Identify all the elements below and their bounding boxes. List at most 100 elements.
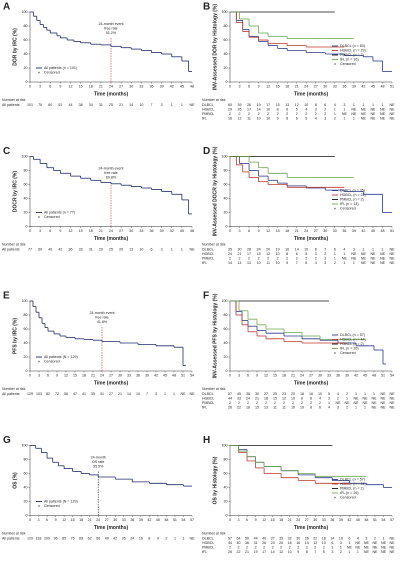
risk-count: 36 bbox=[69, 247, 73, 251]
risk-count: 3 bbox=[315, 107, 317, 111]
x-tick-label: 12 bbox=[266, 229, 270, 233]
x-tick-label: 51 bbox=[381, 373, 385, 377]
legend-label: All patients (N = 129) bbox=[44, 355, 78, 359]
risk-count: 42 bbox=[113, 536, 117, 540]
risk-count: 2 bbox=[238, 401, 240, 405]
y-tick-label: 0 bbox=[226, 224, 228, 228]
panel: F INV-Assessed PFS by Histology (%) Time (… bbox=[202, 291, 395, 410]
risk-count: 1 bbox=[346, 396, 348, 400]
y-axis-label: INV-Assessed DOCR by Histology (%) bbox=[212, 146, 218, 236]
risk-count: 2 bbox=[324, 112, 326, 116]
y-axis-label: INV-Assessed DOR by Histology (%) bbox=[212, 4, 218, 90]
y-tick-label: 60 bbox=[224, 38, 228, 42]
risk-count: 2 bbox=[374, 536, 376, 540]
y-tick-label: 60 bbox=[24, 471, 28, 475]
risk-count: 2 bbox=[258, 112, 260, 116]
x-tick-label: 24 bbox=[304, 84, 308, 88]
risk-count: 16 bbox=[309, 392, 313, 396]
risk-count: 10 bbox=[339, 536, 343, 540]
x-tick-label: 0 bbox=[29, 84, 31, 88]
y-tick-label: 0 bbox=[26, 224, 28, 228]
x-tick-label: 9 bbox=[56, 373, 58, 377]
risk-row-label: HGBCL bbox=[202, 252, 214, 256]
risk-count: 7 bbox=[314, 550, 316, 554]
risk-count: 4 bbox=[334, 103, 336, 107]
risk-count: 25 bbox=[109, 103, 113, 107]
x-tick-label: 15 bbox=[271, 518, 275, 522]
risk-count: NE bbox=[381, 550, 387, 554]
risk-count: 7 bbox=[296, 261, 298, 265]
risk-count: NE bbox=[390, 392, 396, 396]
risk-count: 24 bbox=[257, 247, 261, 251]
risk-count: 8 bbox=[315, 247, 317, 251]
x-tick-label: 3 bbox=[39, 84, 41, 88]
risk-count: 1 bbox=[181, 103, 183, 107]
risk-count: 19 bbox=[276, 247, 280, 251]
risk-row-label: PMBCL bbox=[202, 256, 214, 260]
risk-count: 10 bbox=[276, 252, 280, 256]
risk-count: NE bbox=[351, 256, 357, 260]
x-tick-label: 42 bbox=[354, 373, 358, 377]
risk-count: 1 bbox=[343, 261, 345, 265]
x-tick-label: 36 bbox=[136, 373, 140, 377]
risk-count: 10 bbox=[266, 107, 270, 111]
risk-row-label: DLBCL bbox=[202, 247, 214, 251]
risk-count: 23 bbox=[271, 541, 275, 545]
risk-count: 1 bbox=[174, 536, 176, 540]
risk-count: 1 bbox=[364, 405, 366, 409]
risk-count: 3 bbox=[343, 103, 345, 107]
x-tick-label: 18 bbox=[89, 84, 93, 88]
x-tick-label: 48 bbox=[190, 229, 194, 233]
x-tick-label: 54 bbox=[390, 373, 394, 377]
y-tick-label: 100 bbox=[22, 443, 28, 447]
risk-count: NE bbox=[390, 116, 396, 120]
x-tick-label: 27 bbox=[109, 373, 113, 377]
risk-count: NE bbox=[361, 252, 367, 256]
risk-count: 13 bbox=[129, 247, 133, 251]
x-tick-label: 6 bbox=[47, 373, 49, 377]
x-tick-label: 21 bbox=[99, 84, 103, 88]
y-tick-label: 0 bbox=[226, 369, 228, 373]
risk-count: 2 bbox=[306, 545, 308, 549]
risk-count: 44 bbox=[228, 541, 232, 545]
risk-count: 44 bbox=[228, 396, 232, 400]
risk-count: 15 bbox=[255, 405, 259, 409]
y-tick-label: 80 bbox=[24, 168, 28, 172]
risk-count: NE bbox=[361, 116, 367, 120]
risk-count: 2 bbox=[346, 405, 348, 409]
risk-count: 21 bbox=[118, 392, 122, 396]
risk-count: 27 bbox=[109, 392, 113, 396]
x-tick-label: 21 bbox=[88, 518, 92, 522]
x-tick-label: 15 bbox=[79, 229, 83, 233]
risk-count: 3 bbox=[155, 392, 157, 396]
risk-count: 2 bbox=[239, 256, 241, 260]
risk-count: 2 bbox=[305, 112, 307, 116]
x-tick-label: 57 bbox=[390, 518, 394, 522]
risk-count: 6 bbox=[296, 252, 298, 256]
legend-label: Censored bbox=[44, 504, 60, 508]
risk-count: 1 bbox=[362, 247, 364, 251]
risk-count: 19 bbox=[254, 550, 258, 554]
risk-count: 19 bbox=[257, 103, 261, 107]
x-tick-label: 39 bbox=[339, 518, 343, 522]
risk-count: NE bbox=[354, 396, 360, 400]
x-tick-label: 21 bbox=[99, 229, 103, 233]
x-tick-label: 36 bbox=[130, 518, 134, 522]
x-tick-label: 12 bbox=[262, 518, 266, 522]
risk-count: 2 bbox=[319, 401, 321, 405]
risk-count: 4 bbox=[357, 536, 359, 540]
risk-count: 1 bbox=[173, 392, 175, 396]
risk-count: NE bbox=[372, 405, 378, 409]
risk-count: 15 bbox=[273, 396, 277, 400]
risk-count: 34 bbox=[89, 103, 93, 107]
risk-title: Number at risk bbox=[202, 98, 226, 102]
risk-count: 2 bbox=[246, 545, 248, 549]
risk-count: 13 bbox=[247, 261, 251, 265]
panel-letter: D bbox=[203, 146, 210, 157]
risk-count: 54 bbox=[237, 536, 241, 540]
y-tick-label: 100 bbox=[22, 299, 28, 303]
risk-count: 21 bbox=[119, 103, 123, 107]
risk-count: 2 bbox=[267, 112, 269, 116]
x-tick-label: 42 bbox=[361, 229, 365, 233]
x-tick-label: 3 bbox=[239, 84, 241, 88]
